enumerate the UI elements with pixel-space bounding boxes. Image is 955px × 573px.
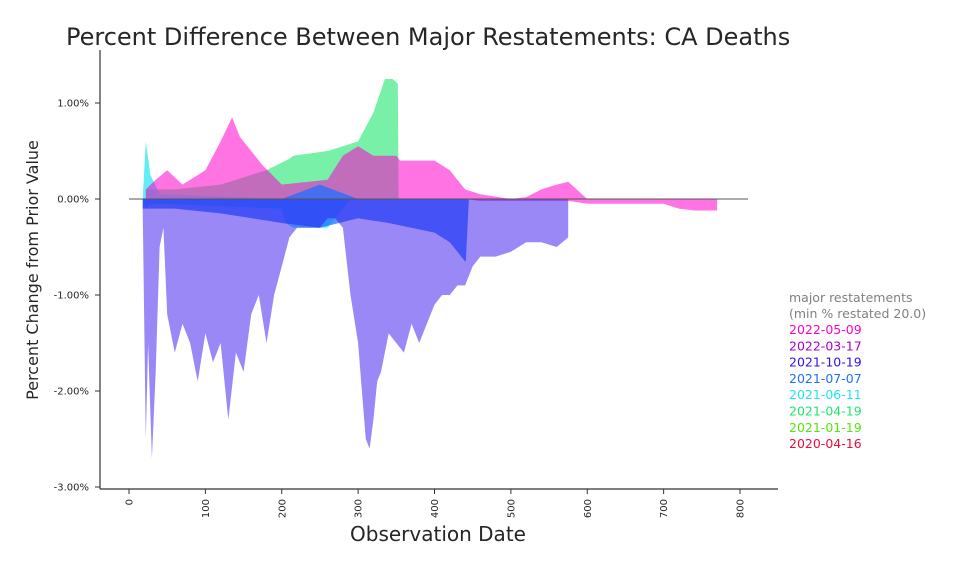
- x-tick-group: 0 100 200 300 400 500 600 700 800: [125, 489, 747, 518]
- legend-entry: 2021-10-19: [789, 355, 862, 370]
- legend-entry: 2020-04-16: [789, 436, 862, 451]
- legend: major restatements (min % restated 20.0)…: [789, 290, 926, 451]
- x-tick-label: 700: [659, 499, 670, 518]
- area-series-group: [142, 79, 718, 459]
- legend-subtitle: (min % restated 20.0): [789, 306, 926, 321]
- x-tick-label: 300: [354, 499, 365, 518]
- y-tick-group: 1.00% 0.00% -1.00% -2.00% -3.00%: [54, 99, 100, 494]
- legend-entry: 2021-06-11: [789, 387, 862, 402]
- area-2022-05-09: [145, 117, 718, 211]
- x-tick-label: 500: [506, 499, 517, 518]
- y-tick-label: -2.00%: [54, 387, 89, 398]
- x-tick-label: 400: [430, 499, 441, 518]
- x-tick-label: 600: [583, 499, 594, 518]
- chart-title: Percent Difference Between Major Restate…: [66, 23, 790, 51]
- y-tick-label: 1.00%: [57, 99, 89, 110]
- area-2021-10-19: [142, 199, 569, 459]
- x-tick-label: 200: [277, 499, 288, 518]
- y-tick-label: -3.00%: [54, 483, 89, 494]
- legend-title: major restatements: [789, 290, 913, 305]
- x-tick-label: 0: [125, 499, 136, 505]
- legend-entry: 2021-04-19: [789, 404, 862, 419]
- y-tick-label: -1.00%: [54, 291, 89, 302]
- legend-entry: 2021-07-07: [789, 371, 862, 386]
- y-tick-label: 0.00%: [57, 195, 89, 206]
- x-tick-label: 100: [201, 499, 212, 518]
- legend-entry: 2022-03-17: [789, 338, 862, 353]
- x-axis-label: Observation Date: [350, 522, 526, 546]
- legend-entry: 2022-05-09: [789, 322, 862, 337]
- legend-entry: 2021-01-19: [789, 420, 862, 435]
- y-axis-label: Percent Change from Prior Value: [23, 140, 42, 400]
- x-tick-label: 800: [736, 499, 747, 518]
